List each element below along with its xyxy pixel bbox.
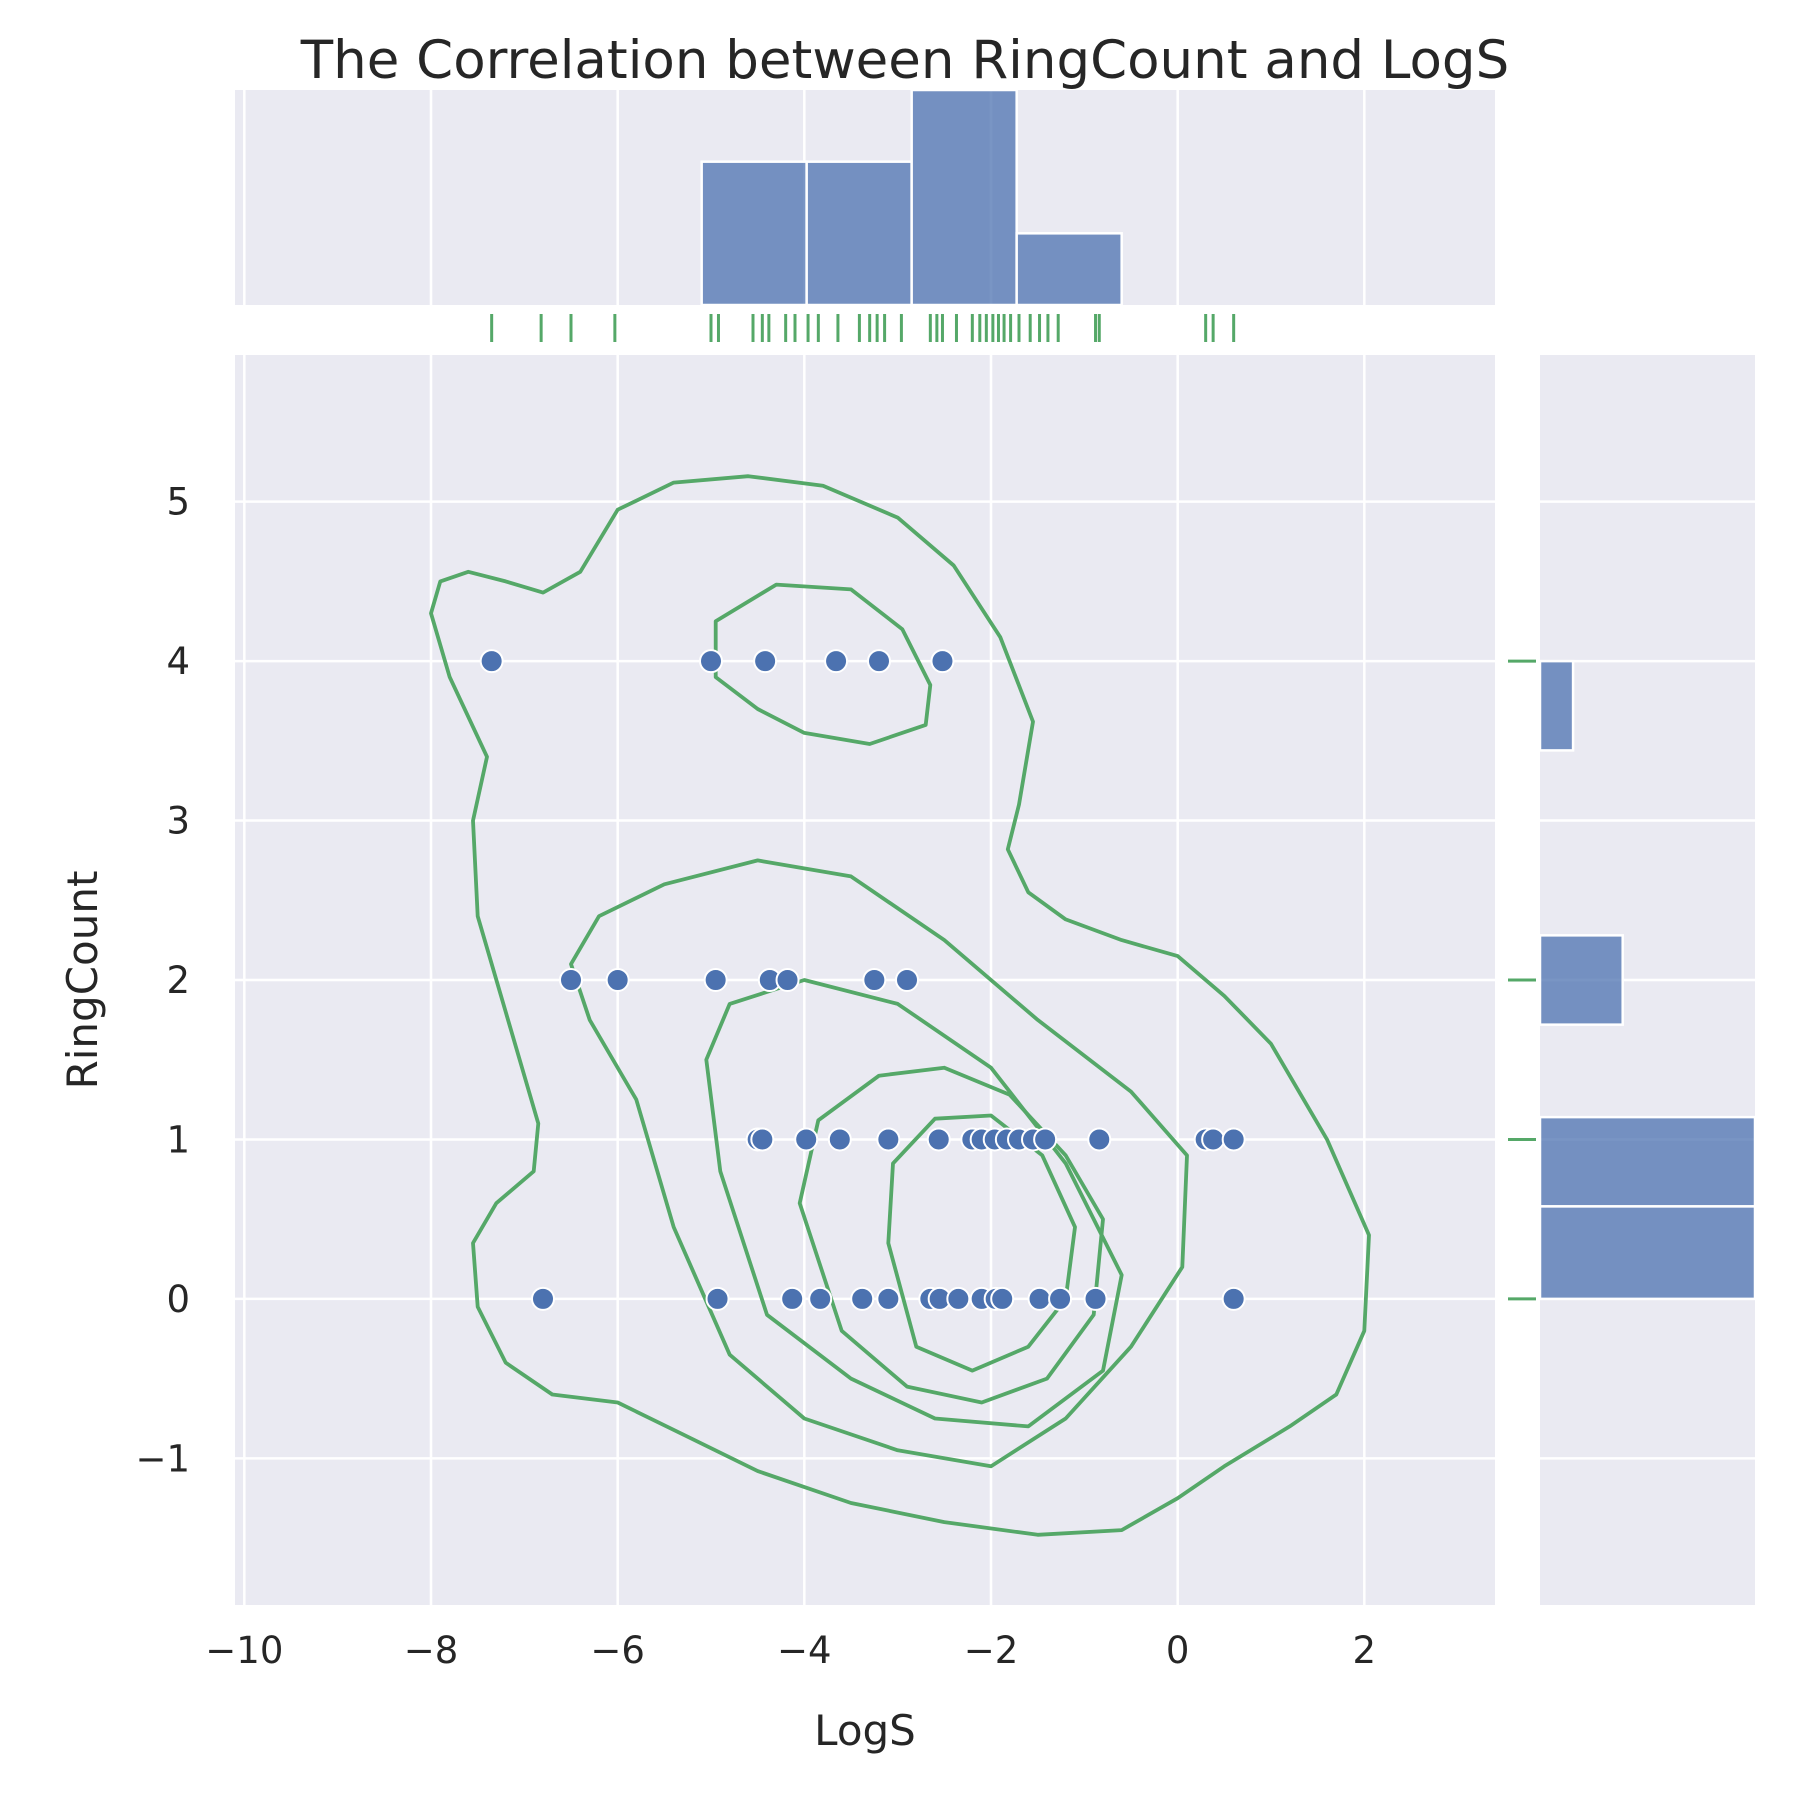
kde-contour-line <box>704 978 1124 1429</box>
kde-contour-line <box>886 1113 1077 1373</box>
scatter-point <box>926 1127 951 1152</box>
kde-contour-line <box>569 858 1189 1469</box>
scatter-points <box>479 649 1246 1311</box>
x-tick-label: −8 <box>404 1629 459 1672</box>
y-tick-label: −1 <box>135 1437 190 1480</box>
scatter-point <box>876 1127 901 1152</box>
x-tick-label: −4 <box>777 1629 832 1672</box>
scatter-point <box>990 1286 1015 1311</box>
marginal-y-histogram <box>1538 659 1757 1301</box>
scatter-point <box>946 1286 971 1311</box>
y-tick-label: 4 <box>166 640 190 683</box>
marginal-x-axes <box>235 88 1495 307</box>
scatter-point <box>876 1286 901 1311</box>
scatter-point <box>753 649 778 674</box>
x-tick-label: 0 <box>1166 1629 1190 1672</box>
x-tick-label: −10 <box>205 1629 283 1672</box>
scatter-point <box>705 1286 730 1311</box>
scatter-point <box>794 1127 819 1152</box>
kde-contour-line <box>429 474 1371 1537</box>
scatter-point <box>703 968 728 992</box>
x-tick-label: −2 <box>964 1629 1019 1672</box>
scatter-point <box>1027 1286 1052 1311</box>
scatter-point <box>850 1286 875 1311</box>
scatter-point <box>605 968 630 992</box>
marginal-x-bar <box>1015 232 1123 307</box>
scatter-point <box>1087 1127 1112 1152</box>
y-tick-label: 0 <box>166 1278 190 1321</box>
scatter-point <box>1221 1286 1246 1311</box>
kde-contour-line <box>713 582 933 746</box>
scatter-point <box>750 1127 775 1152</box>
x-tick-label: 2 <box>1353 1629 1377 1672</box>
scatter-point <box>867 649 891 674</box>
scatter-point <box>1201 1127 1226 1152</box>
marginal-x-histogram <box>700 88 1123 307</box>
scatter-point <box>699 649 723 674</box>
scatter-point <box>862 968 887 992</box>
scatter-point <box>824 649 849 674</box>
chart-title: The Correlation between RingCount and Lo… <box>300 30 1509 91</box>
y-tick-label: 3 <box>166 800 190 843</box>
y-tick-label: 5 <box>166 481 190 524</box>
scatter-point <box>1083 1286 1108 1311</box>
scatter-point <box>559 968 583 992</box>
y-tick-label: 2 <box>166 959 190 1002</box>
scatter-point <box>531 1286 555 1311</box>
marginal-y-bar <box>1538 934 1624 1026</box>
marginal-y-axes <box>1538 355 1757 1605</box>
scatter-point <box>930 649 955 674</box>
y-tick-labels: −1 0 1 2 3 4 5 <box>135 481 190 1481</box>
marginal-x-bar <box>700 160 808 307</box>
kde-contours <box>429 474 1371 1537</box>
marginal-x-bar <box>805 160 913 307</box>
y-axis-label: RingCount <box>58 871 107 1090</box>
x-tick-labels: −10 −8 −6 −4 −2 0 2 <box>205 1629 1376 1672</box>
marginal-y-bar <box>1538 1205 1757 1301</box>
scatter-point <box>827 1127 852 1152</box>
rug-x <box>490 314 1236 342</box>
x-tick-label: −6 <box>590 1629 645 1672</box>
scatter-point <box>1221 1127 1246 1152</box>
marginal-x-bar <box>910 88 1018 307</box>
rug-y <box>1508 659 1536 1301</box>
kde-contour-line <box>797 1065 1105 1405</box>
scatter-point <box>780 1286 805 1311</box>
marginal-y-bar <box>1538 1115 1757 1208</box>
marginal-y-bar <box>1538 659 1575 752</box>
scatter-point <box>1033 1127 1058 1152</box>
x-axis-label: LogS <box>814 1706 916 1755</box>
scatter-point <box>895 968 919 992</box>
scatter-point <box>775 968 800 992</box>
scatter-point <box>1048 1286 1073 1311</box>
y-tick-label: 1 <box>166 1118 190 1161</box>
scatter-point <box>808 1286 833 1311</box>
scatter-point <box>479 649 504 674</box>
